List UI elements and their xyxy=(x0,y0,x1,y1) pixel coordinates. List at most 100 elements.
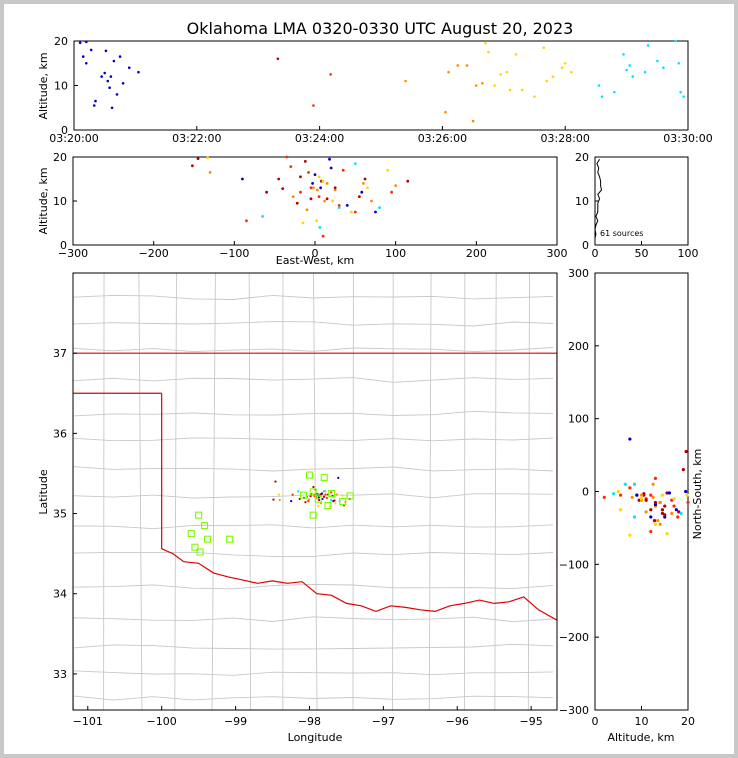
source-point xyxy=(316,497,319,501)
county-line xyxy=(73,437,554,442)
source-point xyxy=(644,510,648,514)
source-point xyxy=(318,498,321,502)
ns-alt-panel: 0 10 20 −300 −200 −100 0 100 200 300 North-South,… xyxy=(559,267,704,744)
x-tick-label: 03:20:00 xyxy=(49,132,98,145)
source-point xyxy=(682,95,686,98)
source-point xyxy=(685,493,689,497)
source-point xyxy=(291,195,295,199)
source-point xyxy=(612,492,616,496)
source-point xyxy=(644,498,648,502)
source-point xyxy=(337,204,341,207)
source-point xyxy=(353,162,357,166)
source-point xyxy=(313,173,317,177)
y-tick-label: 33 xyxy=(53,668,67,681)
source-point xyxy=(674,39,678,43)
source-point xyxy=(84,61,88,65)
source-point xyxy=(623,482,627,486)
source-point xyxy=(631,75,635,78)
source-point xyxy=(353,210,357,214)
alt-ew-ticks: −300 −200 −100 0 100 200 300 0 10 20 xyxy=(53,151,568,260)
source-point xyxy=(662,66,665,69)
source-point xyxy=(447,70,450,74)
source-point xyxy=(106,79,110,83)
source-point xyxy=(325,197,329,201)
source-point xyxy=(628,437,632,441)
x-tick-label: 20 xyxy=(681,715,695,728)
station-marker xyxy=(324,501,332,510)
source-point xyxy=(137,70,140,74)
station-marker xyxy=(196,548,204,556)
source-point xyxy=(245,219,248,223)
source-point xyxy=(684,489,688,494)
lma-stations xyxy=(187,471,354,556)
source-point xyxy=(665,491,669,495)
source-point xyxy=(301,221,305,225)
source-point xyxy=(628,486,632,490)
source-point xyxy=(357,195,361,199)
source-point xyxy=(89,48,93,52)
county-line xyxy=(73,321,554,327)
red-river-border xyxy=(161,548,557,621)
source-point xyxy=(406,179,410,183)
county-line xyxy=(73,524,554,530)
source-point xyxy=(333,499,336,502)
source-point xyxy=(341,168,345,172)
source-point xyxy=(330,491,333,494)
alt-time-marks xyxy=(78,39,686,123)
source-point xyxy=(317,496,320,499)
county-line xyxy=(527,273,530,710)
county-line xyxy=(211,273,216,710)
plan-panel: −101 −100 −99 −98 −97 −96 −95 33 34 35 36 37 Latitu… xyxy=(37,272,558,744)
county-line xyxy=(73,616,554,623)
source-point xyxy=(320,502,323,505)
source-point xyxy=(487,50,490,54)
source-point xyxy=(630,495,634,499)
county-line xyxy=(428,273,432,710)
x-tick-label: 03:26:00 xyxy=(418,132,467,145)
source-point xyxy=(333,186,337,190)
source-point xyxy=(303,160,307,163)
source-point xyxy=(335,493,338,496)
source-point xyxy=(196,157,200,161)
source-point xyxy=(493,84,496,87)
source-point xyxy=(241,177,244,181)
x-tick-label: −99 xyxy=(224,715,247,728)
source-point xyxy=(311,492,314,495)
source-point xyxy=(84,40,88,44)
source-point xyxy=(663,504,667,508)
source-point xyxy=(295,201,299,205)
x-tick-label: −100 xyxy=(219,247,249,260)
county-line xyxy=(73,583,554,590)
x-tick-label: −98 xyxy=(298,715,321,728)
station-marker xyxy=(226,535,234,543)
source-point xyxy=(686,500,690,505)
source-point xyxy=(305,208,309,212)
figure-title: Oklahoma LMA 0320-0330 UTC August 20, 20… xyxy=(187,19,574,38)
source-point xyxy=(333,188,337,192)
y-tick-label: 20 xyxy=(54,35,68,48)
y-tick-label: 200 xyxy=(568,340,589,353)
x-tick-label: 03:22:00 xyxy=(172,132,221,145)
source-point xyxy=(104,49,108,53)
source-point xyxy=(309,197,313,201)
source-point xyxy=(613,90,616,94)
source-point xyxy=(317,504,320,508)
source-point xyxy=(312,485,315,489)
source-point xyxy=(560,66,564,69)
source-point xyxy=(597,84,601,87)
source-point xyxy=(277,493,281,496)
source-point xyxy=(639,497,644,501)
source-point xyxy=(307,171,310,174)
source-point xyxy=(341,494,344,497)
source-point xyxy=(622,53,625,56)
y-tick-label: 0 xyxy=(60,239,67,252)
y-tick-label: −200 xyxy=(559,631,589,644)
source-point xyxy=(208,171,212,174)
source-point xyxy=(290,499,293,503)
y-tick-label: −300 xyxy=(559,704,589,717)
county-line xyxy=(73,643,554,650)
source-point xyxy=(319,186,323,190)
source-point xyxy=(115,93,119,96)
county-line xyxy=(174,273,177,710)
source-point xyxy=(520,88,524,92)
